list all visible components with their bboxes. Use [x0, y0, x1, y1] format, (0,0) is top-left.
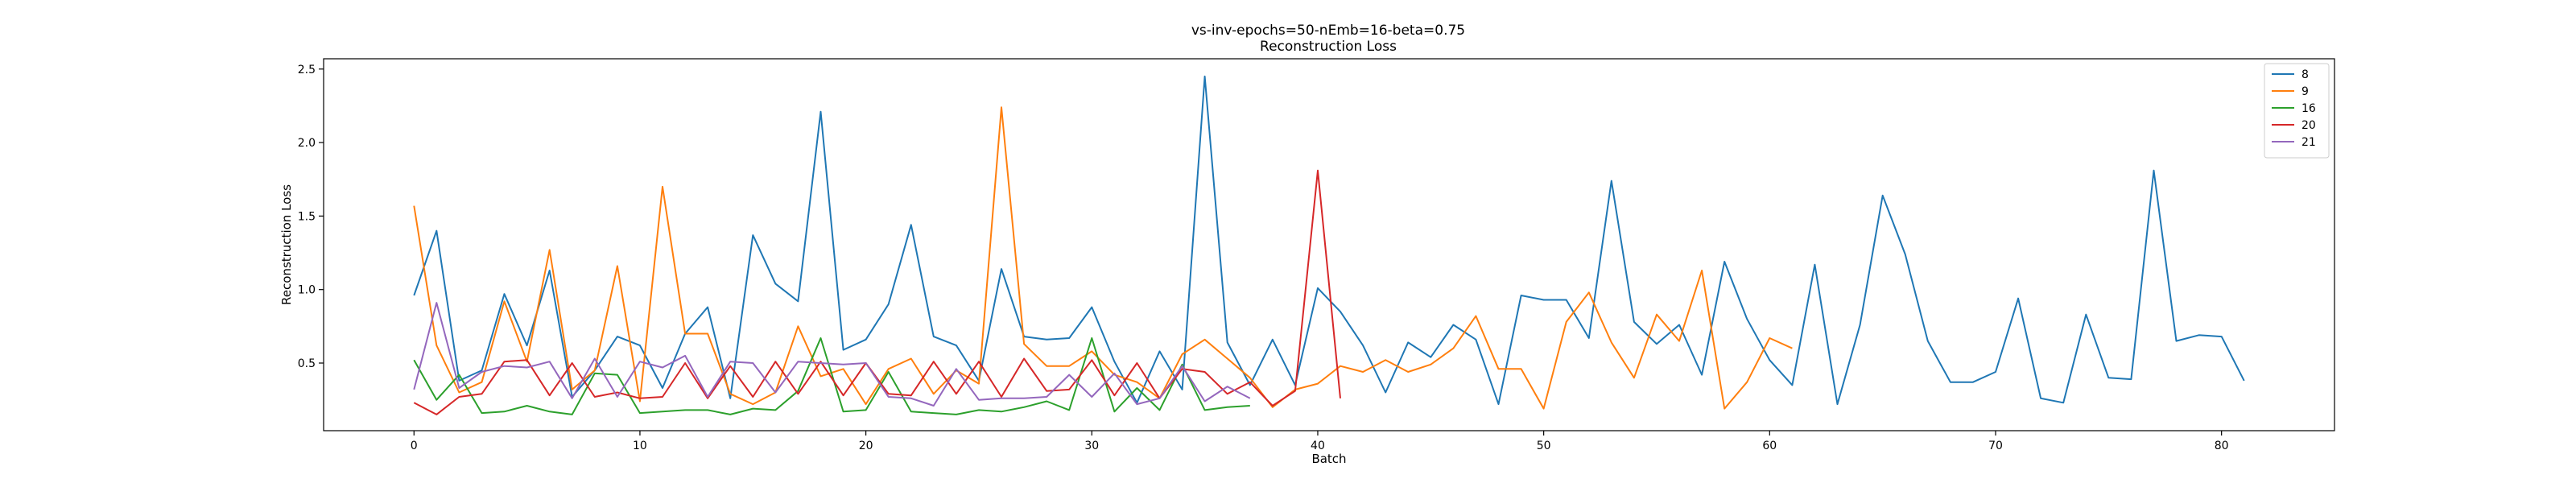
x-tick-label: 30 [1084, 440, 1099, 452]
legend-label: 16 [2301, 102, 2316, 115]
legend-box [2264, 63, 2330, 159]
chart-title: vs-inv-epochs=50-nEmb=16-beta=0.75 [1191, 23, 1465, 39]
y-tick-label: 1.0 [298, 284, 316, 297]
x-tick-label: 80 [2215, 440, 2229, 452]
series-line-21 [413, 302, 1251, 407]
x-axis-label: Batch [1311, 452, 1346, 466]
series-line-20 [413, 169, 1341, 415]
y-axis-label: Reconstruction Loss [279, 184, 294, 305]
legend-label: 9 [2301, 85, 2309, 98]
series-line-16 [413, 337, 1250, 415]
y-tick-label: 2.5 [298, 64, 316, 76]
legend-label: 21 [2301, 136, 2316, 149]
axes: 0 10 20 30 40 50 60 70 80 0.5 1.0 1.5 2.0 2.5 [298, 64, 2229, 452]
plot-frame [323, 58, 2335, 431]
x-tick-label: 20 [859, 440, 873, 452]
series-line-8 [413, 75, 2245, 406]
y-tick-label: 2.0 [298, 137, 316, 150]
x-tick-label: 70 [1988, 440, 2003, 452]
x-tick-label: 50 [1537, 440, 1551, 452]
y-tick-label: 0.5 [298, 357, 316, 370]
legend-label: 8 [2301, 68, 2309, 81]
x-tick-label: 40 [1311, 440, 1325, 452]
x-tick-label: 10 [633, 440, 647, 452]
y-tick-label: 1.5 [298, 210, 316, 223]
plot-area [413, 75, 2245, 415]
chart-subtitle: Reconstruction Loss [1260, 39, 1397, 55]
legend: 8 9 16 20 21 [2264, 63, 2330, 159]
x-tick-label: 60 [1762, 440, 1777, 452]
legend-label: 20 [2301, 119, 2316, 132]
series-line-9 [413, 106, 1793, 410]
x-tick-label: 0 [411, 440, 418, 452]
